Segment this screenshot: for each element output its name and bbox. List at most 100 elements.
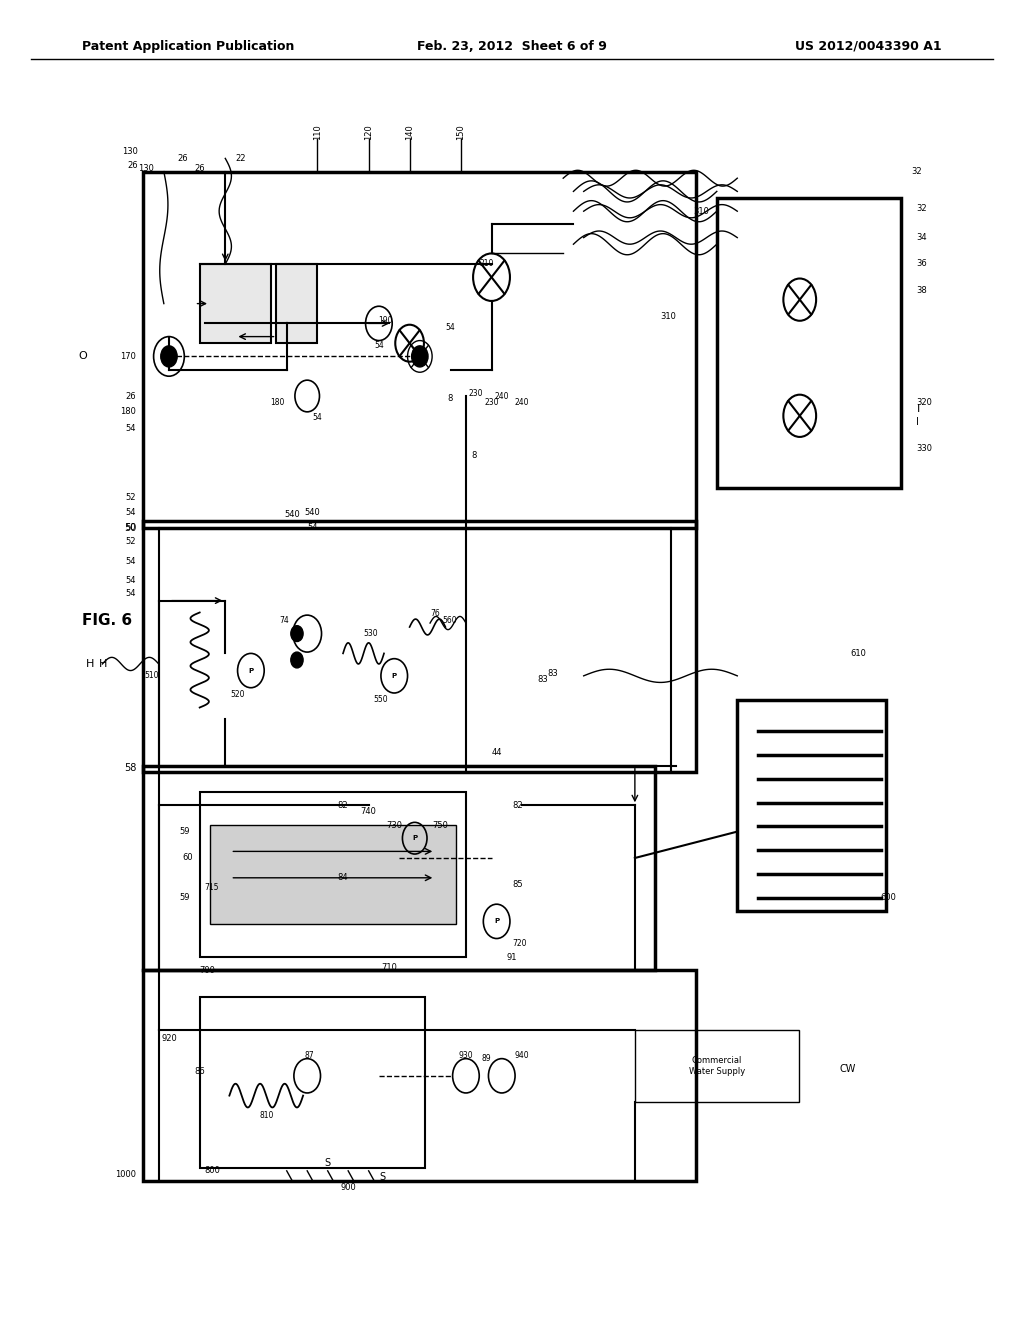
Text: 900: 900	[340, 1184, 356, 1192]
Text: Patent Application Publication: Patent Application Publication	[82, 40, 294, 53]
Text: 54: 54	[126, 590, 136, 598]
Text: 740: 740	[360, 808, 377, 816]
Text: 110: 110	[313, 124, 322, 140]
Text: 50: 50	[124, 523, 136, 533]
Text: 54: 54	[126, 577, 136, 585]
Text: 60: 60	[182, 854, 193, 862]
Text: 240: 240	[495, 392, 509, 400]
Text: 210: 210	[479, 260, 494, 268]
Text: 810: 810	[259, 1111, 273, 1119]
Text: 610: 610	[850, 649, 866, 657]
Text: 83: 83	[548, 669, 558, 677]
Text: 87: 87	[304, 1052, 314, 1060]
Text: 83: 83	[538, 676, 548, 684]
Text: 700: 700	[200, 966, 216, 974]
Text: 54: 54	[374, 342, 384, 350]
Text: CW: CW	[840, 1064, 856, 1074]
Text: 930: 930	[459, 1052, 473, 1060]
Text: 330: 330	[916, 445, 933, 453]
Bar	[143, 766, 655, 970]
Text: 540: 540	[304, 508, 321, 516]
Text: 1000: 1000	[115, 1171, 136, 1179]
Text: 530: 530	[364, 630, 378, 638]
Text: I: I	[916, 417, 920, 428]
Text: 8: 8	[471, 451, 476, 459]
Bar	[276, 264, 317, 343]
Bar	[635, 1030, 799, 1102]
Text: 44: 44	[492, 748, 502, 756]
Text: P: P	[248, 668, 254, 673]
Text: 82: 82	[512, 801, 522, 809]
Text: I: I	[916, 404, 920, 414]
Text: 120: 120	[365, 124, 373, 140]
Text: Feb. 23, 2012  Sheet 6 of 9: Feb. 23, 2012 Sheet 6 of 9	[417, 40, 607, 53]
Bar	[143, 970, 696, 1181]
Text: 310: 310	[693, 207, 710, 215]
Text: 560: 560	[442, 616, 457, 624]
Text: 26: 26	[128, 161, 138, 169]
Text: 730: 730	[386, 821, 402, 829]
Text: 540: 540	[284, 511, 300, 519]
Text: 36: 36	[916, 260, 927, 268]
Text: 230: 230	[469, 389, 483, 397]
Text: 26: 26	[177, 154, 187, 162]
Text: 54: 54	[126, 557, 136, 565]
Text: 240: 240	[515, 399, 529, 407]
Text: 32: 32	[911, 168, 922, 176]
Text: 920: 920	[161, 1035, 177, 1043]
Text: 86: 86	[195, 1068, 205, 1076]
Bar	[200, 997, 425, 1168]
Text: 82: 82	[338, 801, 348, 809]
Text: S: S	[379, 1172, 385, 1183]
Text: 54: 54	[312, 413, 323, 421]
Text: 190: 190	[378, 317, 392, 325]
Text: 26: 26	[195, 165, 205, 173]
Text: 715: 715	[205, 883, 219, 892]
Circle shape	[291, 652, 303, 668]
Text: 170: 170	[120, 352, 136, 360]
Circle shape	[161, 346, 177, 367]
Text: H: H	[86, 659, 94, 669]
Bar	[200, 264, 271, 343]
Text: 8: 8	[447, 395, 454, 403]
Text: 180: 180	[120, 408, 136, 416]
Text: 550: 550	[374, 696, 388, 704]
Circle shape	[412, 346, 428, 367]
Text: 510: 510	[144, 672, 159, 680]
Text: 520: 520	[230, 690, 245, 698]
Bar	[200, 792, 466, 957]
Text: 710: 710	[381, 964, 397, 972]
Text: 52: 52	[126, 494, 136, 502]
Text: 130: 130	[122, 148, 138, 156]
Text: O: O	[78, 351, 87, 362]
Bar	[143, 172, 696, 528]
Text: US 2012/0043390 A1: US 2012/0043390 A1	[796, 40, 942, 53]
Text: 59: 59	[179, 894, 189, 902]
Bar	[210, 825, 456, 924]
Text: 54: 54	[126, 508, 136, 516]
Bar	[717, 198, 901, 488]
Text: 59: 59	[179, 828, 189, 836]
Text: 180: 180	[270, 399, 285, 407]
Circle shape	[291, 626, 303, 642]
Text: 89: 89	[481, 1055, 492, 1063]
Text: 84: 84	[338, 874, 348, 882]
Bar	[143, 521, 696, 772]
Text: 76: 76	[430, 610, 440, 618]
Text: 38: 38	[916, 286, 927, 294]
Text: 54: 54	[445, 323, 456, 331]
Text: 52: 52	[126, 537, 136, 545]
Text: 22: 22	[236, 154, 246, 162]
Text: 150: 150	[457, 124, 465, 140]
Text: FIG. 6: FIG. 6	[82, 612, 132, 628]
Text: 26: 26	[126, 392, 136, 400]
Text: H: H	[99, 659, 108, 669]
Text: 600: 600	[881, 894, 897, 902]
Text: P: P	[412, 836, 418, 841]
Text: 140: 140	[406, 124, 414, 140]
Bar	[737, 700, 886, 911]
Text: 130: 130	[138, 165, 155, 173]
Text: 74: 74	[279, 616, 289, 624]
Text: 310: 310	[660, 313, 677, 321]
Text: 230: 230	[484, 399, 499, 407]
